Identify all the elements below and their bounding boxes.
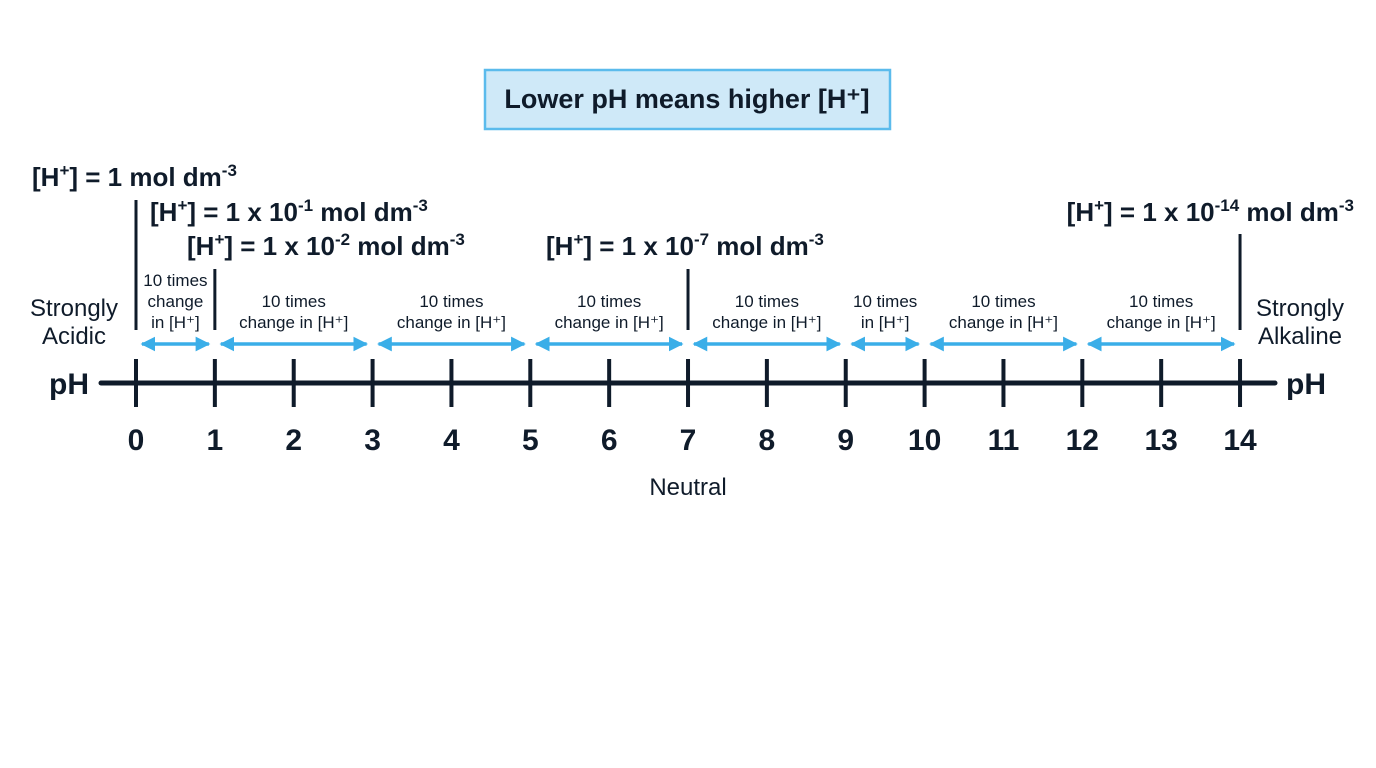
strongly-acidic-label: Strongly Acidic [30,295,118,350]
concentration-label-ph-7: [H+] = 1 x 10-7 mol dm-3 [546,230,824,261]
concentration-label-ph-2: [H+] = 1 x 10-2 mol dm-3 [187,230,465,261]
superscript: + [214,230,224,249]
axis-label-left: pH [49,368,89,401]
superscript: -3 [1339,196,1354,215]
concentration-label-ph-0: [H+] = 1 mol dm-3 [32,161,237,192]
change-label-12-14-line1: 10 times [1129,292,1193,311]
tick-label-8: 8 [759,424,776,457]
label-part: [H [187,231,214,261]
change-label-5-7-line2: change in [H⁺] [555,313,664,332]
label-part: [H [546,231,573,261]
superscript: + [59,161,69,180]
change-label-10-12-line1: 10 times [971,292,1035,311]
concentration-label-ph-1: [H+] = 1 x 10-1 mol dm-3 [150,196,428,227]
tick-label-2: 2 [285,424,302,457]
diagram-title: Lower pH means higher [H⁺] [504,84,869,114]
acidic-line2: Acidic [42,323,106,350]
dynamic-layer: 0 1 2 3 4 5 6 7 8 9 10 11 12 13 14[H+] = 1 mol dm-3[H+… [32,161,1354,457]
change-label-3-5-line1: 10 times [419,292,483,311]
tick-label-6: 6 [601,424,618,457]
tick-label-14: 14 [1223,424,1257,457]
tick-label-9: 9 [837,424,854,457]
label-part: [H [1067,197,1094,227]
superscript: + [177,196,187,215]
label-part: mol dm [709,231,809,261]
tick-label-10: 10 [908,424,941,457]
alkaline-line1: Strongly [1256,295,1344,322]
superscript: -3 [809,230,824,249]
superscript: -1 [298,196,313,215]
label-part: mol dm [350,231,450,261]
change-label-9-10-line2: in [H⁺] [861,313,910,332]
change-label-3-5-line2: change in [H⁺] [397,313,506,332]
tick-label-13: 13 [1144,424,1177,457]
superscript: + [573,230,583,249]
neutral-label: Neutral [649,474,726,501]
tick-label-11: 11 [988,424,1020,457]
tick-label-0: 0 [128,424,145,457]
change-label-12-14-line2: change in [H⁺] [1107,313,1216,332]
label-part: [H [150,197,177,227]
title-box-background [483,68,892,131]
label-part: ] = 1 x 10 [1104,197,1215,227]
label-part: ] = 1 mol dm [69,162,221,192]
tick-label-12: 12 [1066,424,1099,457]
change-label-1-3-line1: 10 times [262,292,326,311]
label-part: ] = 1 x 10 [187,197,298,227]
strongly-alkaline-label: Strongly Alkaline [1256,295,1344,350]
change-label-9-10-line1: 10 times [853,292,917,311]
title-box: Lower pH means higher [H⁺] [483,68,892,131]
concentration-label-ph-14: [H+] = 1 x 10-14 mol dm-3 [1067,196,1354,227]
change-label-5-7-line1: 10 times [577,292,641,311]
superscript: + [1094,196,1104,215]
label-part: mol dm [1239,197,1339,227]
change-label-7-9-line1: 10 times [735,292,799,311]
acidic-line1: Strongly [30,295,118,322]
tick-label-1: 1 [207,424,224,457]
change-label-7-9-line2: change in [H⁺] [712,313,821,332]
label-part: ] = 1 x 10 [224,231,335,261]
superscript: -3 [413,196,428,215]
alkaline-line2: Alkaline [1258,323,1342,350]
change-label-0-1-line3: in [H⁺] [151,313,200,332]
axis-label-right: pH [1286,368,1326,401]
change-label-10-12-line2: change in [H⁺] [949,313,1058,332]
tick-label-5: 5 [522,424,539,457]
change-label-0-1-line1: 10 times [143,271,207,290]
tick-label-4: 4 [443,424,460,457]
superscript: -3 [450,230,465,249]
change-label-1-3-line2: change in [H⁺] [239,313,348,332]
label-part: ] = 1 x 10 [583,231,694,261]
tick-label-7: 7 [680,424,697,457]
tick-label-3: 3 [364,424,381,457]
superscript: -14 [1215,196,1240,215]
change-label-0-1-line2: change [148,292,204,311]
superscript: -7 [694,230,709,249]
label-part: [H [32,162,59,192]
superscript: -3 [222,161,237,180]
superscript: -2 [335,230,350,249]
label-part: mol dm [313,197,413,227]
